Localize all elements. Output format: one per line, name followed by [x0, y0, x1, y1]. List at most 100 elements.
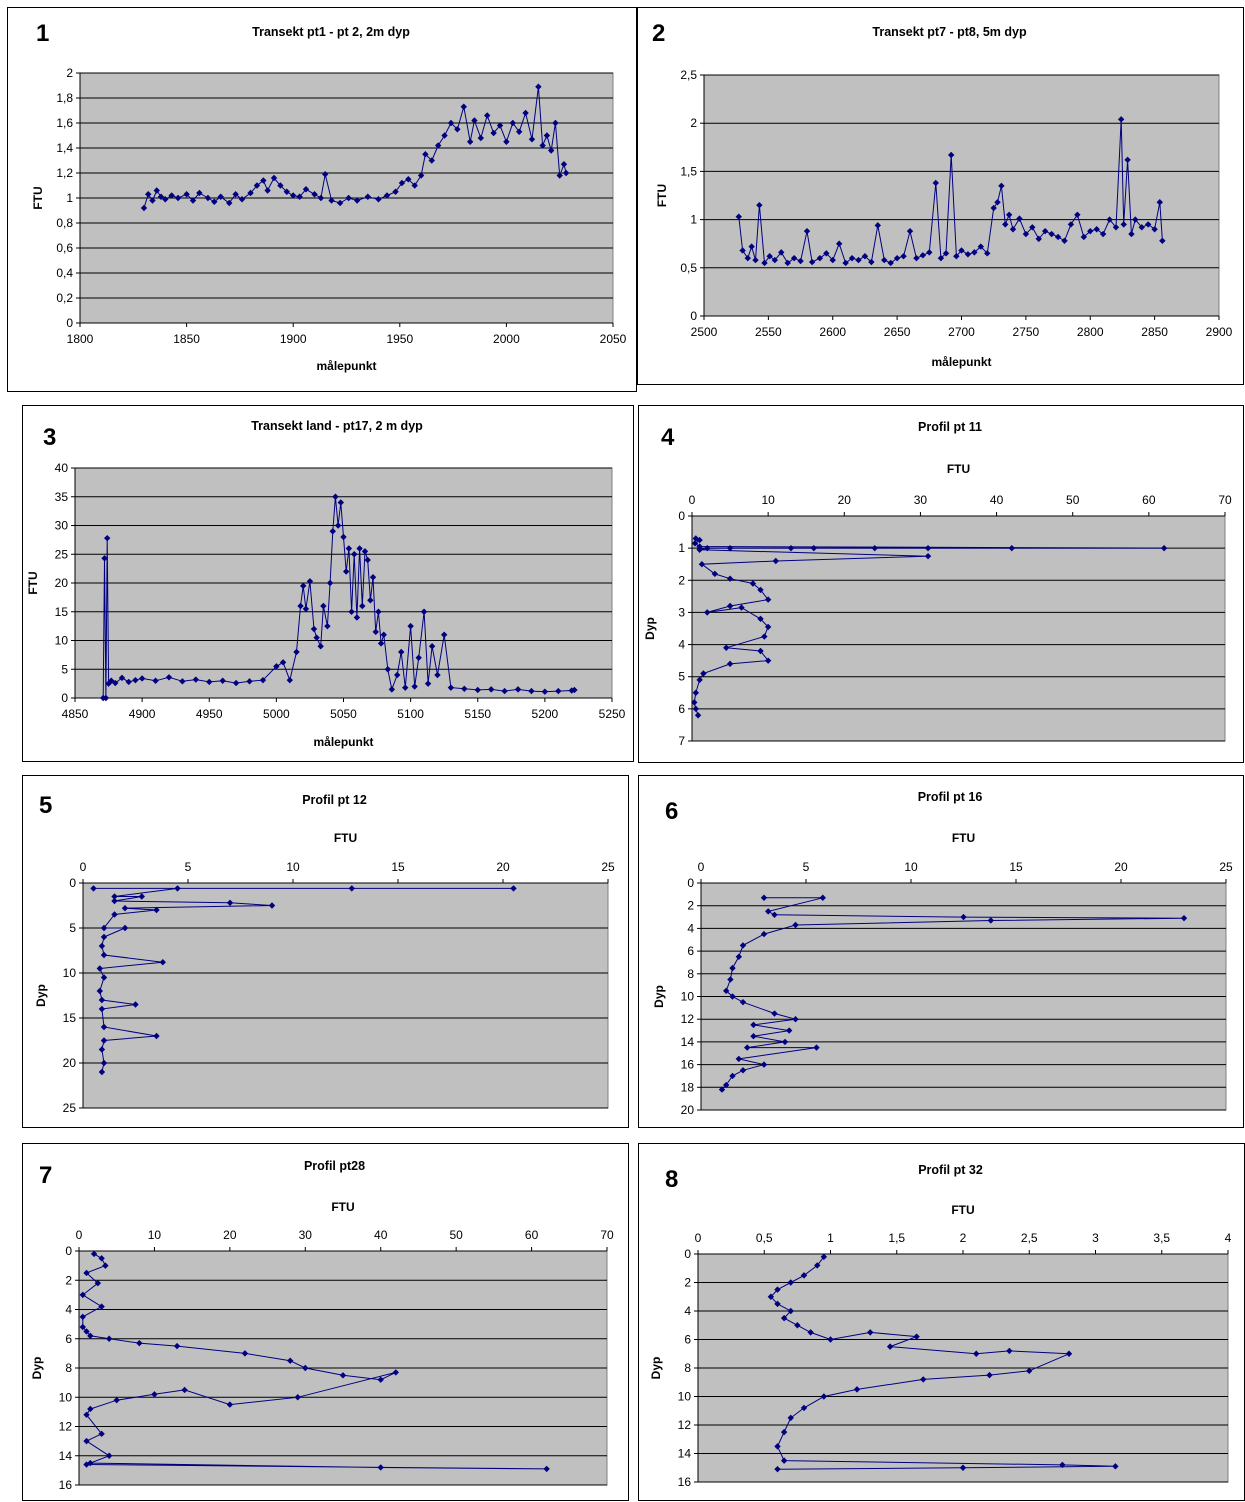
- data-point: [415, 654, 422, 661]
- data-point: [692, 689, 700, 696]
- chart-panel-3: 3 0 5 10 15 20 25 30 35 40 4850 4900 4950 5000 5050 51…: [22, 405, 634, 762]
- data-point: [111, 911, 118, 918]
- y-tick-label: 0: [69, 876, 76, 890]
- data-point: [696, 546, 703, 553]
- data-point: [174, 194, 182, 202]
- data-point: [1138, 224, 1145, 231]
- data-point: [348, 608, 355, 615]
- data-point: [420, 608, 428, 615]
- data-point: [388, 686, 396, 693]
- chart-panel-8: 8 0 2 4 6 8 10 12 14 16 0 0,5 1 1,5 2 2,5 3 3,5 4 Profil p…: [638, 1143, 1245, 1501]
- data-point: [800, 1272, 808, 1279]
- data-point: [792, 921, 799, 929]
- data-point: [971, 249, 978, 256]
- data-point: [345, 545, 353, 552]
- data-point: [757, 586, 764, 594]
- x-tick-label: 30: [299, 1228, 313, 1242]
- data-point: [364, 193, 372, 200]
- data-point: [440, 631, 448, 638]
- data-point: [297, 602, 304, 610]
- data-point: [173, 1342, 181, 1350]
- data-point: [1112, 224, 1120, 231]
- y-axis-label: FTU: [26, 571, 40, 594]
- data-point: [375, 608, 382, 615]
- x-tick-label: 70: [600, 1228, 614, 1242]
- x-axis-label: FTU: [952, 831, 975, 845]
- data-point: [1156, 199, 1163, 206]
- panel-number: 7: [39, 1162, 53, 1189]
- data-point: [729, 1072, 736, 1080]
- data-point: [337, 499, 345, 506]
- data-point: [311, 191, 318, 198]
- data-point: [1061, 237, 1068, 245]
- data-point: [926, 249, 933, 256]
- x-tick-label: 2,5: [1021, 1231, 1038, 1245]
- y-tick-label: 25: [63, 1101, 77, 1115]
- data-point: [108, 677, 115, 684]
- plot-area: [691, 515, 1226, 742]
- data-point: [973, 1350, 980, 1357]
- data-point: [100, 1059, 108, 1067]
- data-point: [226, 199, 233, 207]
- y-axis-label: FTU: [655, 184, 669, 207]
- data-point: [792, 1016, 799, 1023]
- x-tick-label: 1800: [67, 332, 94, 346]
- y-tick-label: 5: [61, 662, 68, 676]
- y-tick-label: 6: [65, 1332, 72, 1346]
- data-point: [332, 493, 339, 500]
- x-tick-label: 20: [223, 1228, 237, 1242]
- x-tick-label: 5: [185, 860, 192, 874]
- y-tick-label: 30: [55, 519, 69, 533]
- y-tick-label: 14: [678, 1447, 692, 1461]
- data-point: [1120, 221, 1127, 228]
- y-tick-label: 0: [61, 691, 68, 705]
- y-tick-label: 0,2: [56, 291, 73, 305]
- x-tick-label: 2600: [819, 325, 846, 339]
- data-point: [211, 198, 218, 205]
- data-point: [562, 169, 570, 177]
- data-point: [750, 1033, 757, 1040]
- data-point: [411, 182, 418, 189]
- data-point: [83, 1328, 90, 1335]
- data-point: [247, 189, 254, 197]
- data-point: [800, 1404, 808, 1412]
- data-point: [848, 254, 856, 262]
- data-point: [778, 249, 785, 256]
- data-point: [168, 192, 175, 199]
- x-tick-label: 1950: [386, 332, 413, 346]
- data-point: [827, 1336, 834, 1343]
- data-point: [739, 942, 747, 949]
- y-axis-label: Dyp: [643, 617, 657, 640]
- chart-panel-5: 5 0 5 10 15 20 25 0 5 10 15 20 25 Profil pt 12 FTU Dyp: [22, 775, 629, 1128]
- data-point: [539, 142, 546, 149]
- data-point: [361, 548, 369, 555]
- data-point: [460, 103, 467, 110]
- data-point: [342, 568, 350, 575]
- data-point: [132, 1001, 139, 1008]
- data-point: [1065, 1350, 1073, 1357]
- data-point: [757, 615, 764, 623]
- data-point: [283, 188, 291, 195]
- data-point: [384, 666, 392, 673]
- y-tick-label: 1,5: [680, 164, 697, 178]
- y-tick-label: 0,4: [56, 266, 73, 280]
- data-point: [787, 1307, 794, 1315]
- data-point: [138, 893, 145, 900]
- data-point: [842, 259, 849, 267]
- data-point: [100, 1023, 108, 1031]
- y-tick-label: 2: [66, 66, 73, 80]
- data-point: [192, 676, 200, 683]
- chart-title: Transekt land - pt17, 2 m dyp: [251, 419, 423, 433]
- x-tick-label: 2500: [691, 325, 718, 339]
- y-axis-label: Dyp: [652, 985, 666, 1008]
- data-point: [1151, 226, 1158, 233]
- data-point: [153, 187, 160, 194]
- data-point: [698, 561, 706, 568]
- y-tick-label: 20: [63, 1056, 77, 1070]
- data-point: [100, 974, 108, 981]
- data-point: [407, 622, 414, 630]
- y-tick-label: 6: [684, 1333, 691, 1347]
- data-point: [398, 648, 405, 656]
- y-axis-label: Dyp: [649, 1357, 663, 1380]
- data-point: [691, 699, 698, 706]
